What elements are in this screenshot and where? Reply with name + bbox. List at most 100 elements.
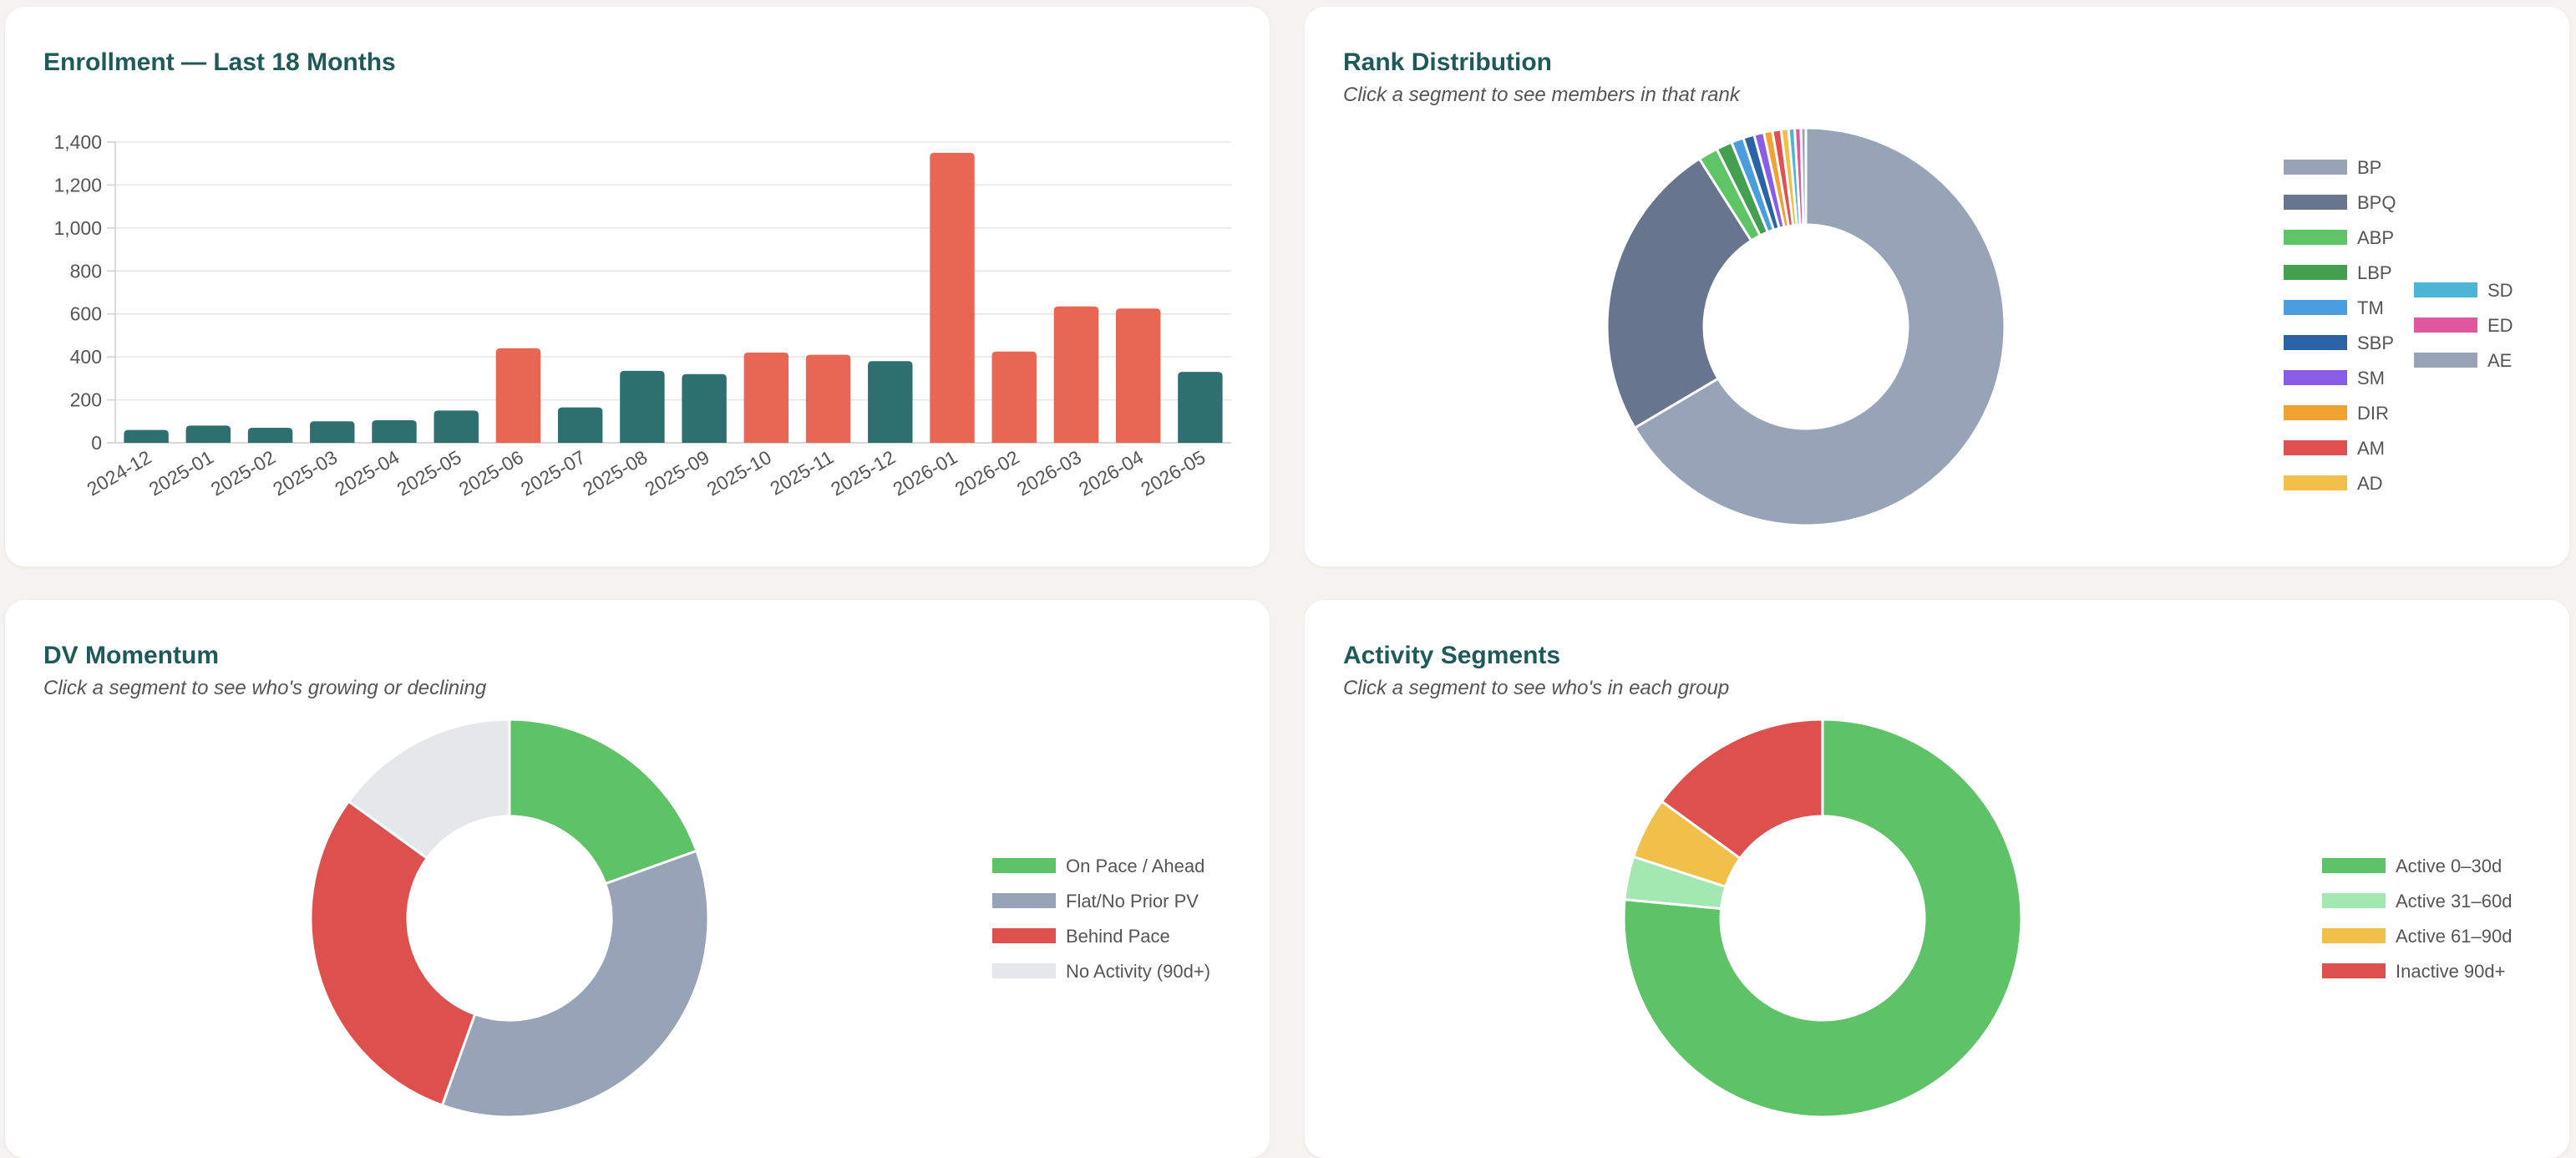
y-tick-label: 1,200 bbox=[53, 174, 102, 196]
rank-legend-swatch bbox=[2284, 335, 2347, 350]
bar-2025-06[interactable] bbox=[495, 348, 541, 443]
rank-legend-swatch bbox=[2284, 160, 2347, 175]
dv-legend-label[interactable]: Flat/No Prior PV bbox=[1066, 891, 1199, 912]
dv-legend-label[interactable]: Behind Pace bbox=[1066, 926, 1170, 947]
activity-legend-swatch bbox=[2322, 893, 2386, 908]
dv-segment-no-activity-90d-[interactable] bbox=[347, 718, 511, 861]
dv-legend-label[interactable]: No Activity (90d+) bbox=[1066, 961, 1210, 982]
dv-donut-chart: On Pace / Ahead Flat/No Prior PV Behind Pa… bbox=[309, 718, 1210, 1119]
rank-donut-chart: BP BPQ ABP LBP TM SBP SM DIR AM AD SD ED AE bbox=[1605, 126, 2513, 527]
y-tick-label: 600 bbox=[70, 303, 102, 325]
bar-2025-07[interactable] bbox=[557, 407, 603, 443]
rank-legend-label[interactable]: AD bbox=[2357, 473, 2383, 494]
bar-2025-09[interactable] bbox=[682, 373, 727, 443]
x-tick-label: 2026-05 bbox=[1137, 446, 1209, 500]
rank-legend-swatch bbox=[2414, 353, 2477, 368]
x-tick-label: 2024-12 bbox=[83, 446, 155, 500]
rank-legend-label[interactable]: SD bbox=[2487, 280, 2513, 301]
dv-title: DV Momentum bbox=[43, 642, 219, 669]
activity-subtitle: Click a segment to see who's in each gro… bbox=[1343, 677, 1730, 699]
rank-legend-swatch bbox=[2414, 317, 2477, 333]
rank-legend-label[interactable]: ABP bbox=[2357, 227, 2394, 248]
rank-legend-swatch bbox=[2284, 230, 2347, 245]
rank-legend-label[interactable]: AM bbox=[2357, 438, 2385, 459]
x-tick-label: 2025-06 bbox=[455, 446, 527, 500]
x-tick-label: 2025-10 bbox=[703, 446, 775, 500]
rank-legend-label[interactable]: BPQ bbox=[2357, 192, 2396, 213]
rank-legend-label[interactable]: SM bbox=[2357, 368, 2385, 389]
x-tick-label: 2025-09 bbox=[641, 446, 712, 500]
rank-legend-label[interactable]: TM bbox=[2357, 297, 2384, 318]
rank-segment-ae[interactable] bbox=[1799, 126, 1808, 226]
bar-2026-05[interactable] bbox=[1178, 372, 1223, 443]
rank-legend-swatch bbox=[2414, 282, 2477, 297]
activity-title: Activity Segments bbox=[1343, 642, 1561, 669]
bar-2026-03[interactable] bbox=[1053, 306, 1099, 443]
activity-legend-swatch bbox=[2322, 928, 2386, 943]
rank-segment-bpq[interactable] bbox=[1605, 156, 1753, 430]
dv-legend-swatch bbox=[992, 963, 1056, 978]
activity-legend-swatch bbox=[2322, 963, 2386, 978]
activity-legend-label[interactable]: Active 0–30d bbox=[2396, 856, 2502, 876]
activity-segment-inactive-90d-[interactable] bbox=[1660, 718, 1824, 861]
activity-segment-active-0-30d[interactable] bbox=[1622, 718, 2023, 1119]
rank-legend-swatch bbox=[2284, 195, 2347, 210]
bar-2025-05[interactable] bbox=[434, 410, 479, 443]
y-tick-label: 800 bbox=[70, 260, 102, 282]
rank-legend-label[interactable]: ED bbox=[2487, 315, 2513, 336]
activity-legend-label[interactable]: Inactive 90d+ bbox=[2396, 961, 2505, 982]
activity-legend-label[interactable]: Active 31–60d bbox=[2396, 891, 2512, 912]
y-tick-label: 200 bbox=[70, 389, 102, 411]
enrollment-title: Enrollment — Last 18 Months bbox=[43, 48, 396, 76]
x-tick-label: 2025-01 bbox=[145, 446, 217, 500]
rank-legend-swatch bbox=[2284, 475, 2347, 490]
y-tick-label: 1,000 bbox=[53, 217, 102, 239]
bar-2025-03[interactable] bbox=[310, 421, 355, 443]
dv-legend-label[interactable]: On Pace / Ahead bbox=[1066, 856, 1204, 876]
rank-subtitle: Click a segment to see members in that r… bbox=[1343, 84, 1740, 106]
rank-legend-label[interactable]: DIR bbox=[2357, 403, 2389, 424]
rank-segment-bp[interactable] bbox=[1633, 126, 2006, 527]
bar-2026-04[interactable] bbox=[1115, 308, 1161, 443]
rank-legend-label[interactable]: AE bbox=[2487, 350, 2512, 371]
rank-legend-label[interactable]: SBP bbox=[2357, 333, 2394, 353]
bar-2025-10[interactable] bbox=[743, 353, 789, 443]
bar-2025-12[interactable] bbox=[868, 361, 913, 443]
enrollment-card: Enrollment — Last 18 Months 0 200 400 600 80… bbox=[5, 7, 1270, 566]
bar-2025-02[interactable] bbox=[247, 428, 293, 443]
dv-subtitle: Click a segment to see who's growing or … bbox=[43, 677, 487, 699]
activity-legend-label[interactable]: Active 61–90d bbox=[2396, 926, 2512, 947]
bar-2025-04[interactable] bbox=[372, 420, 417, 443]
y-tick-label: 0 bbox=[91, 432, 102, 454]
dv-momentum-card: DV Momentum Click a segment to see who's… bbox=[5, 600, 1270, 1158]
dv-legend-swatch bbox=[992, 858, 1056, 873]
x-tick-label: 2025-07 bbox=[517, 446, 589, 500]
dv-segment-on-pace-ahead[interactable] bbox=[508, 718, 698, 886]
bar-2024-12[interactable] bbox=[124, 429, 169, 443]
rank-legend-label[interactable]: LBP bbox=[2357, 262, 2392, 283]
x-tick-label: 2026-04 bbox=[1075, 446, 1147, 500]
x-tick-label: 2025-12 bbox=[827, 446, 899, 500]
x-tick-label: 2026-02 bbox=[951, 446, 1023, 500]
bar-2026-01[interactable] bbox=[930, 152, 975, 443]
rank-legend-swatch bbox=[2284, 370, 2347, 385]
activity-donut-chart: Active 0–30d Active 31–60d Active 61–90d In… bbox=[1622, 718, 2512, 1119]
bar-2026-02[interactable] bbox=[991, 351, 1037, 443]
bar-2025-01[interactable] bbox=[185, 425, 231, 443]
x-tick-label: 2026-03 bbox=[1013, 446, 1085, 500]
rank-legend-label[interactable]: BP bbox=[2357, 157, 2381, 178]
activity-legend-swatch bbox=[2322, 858, 2386, 873]
y-tick-label: 1,400 bbox=[53, 131, 102, 153]
x-tick-label: 2025-03 bbox=[269, 446, 341, 500]
x-tick-label: 2025-11 bbox=[766, 446, 837, 500]
dv-segment-flat-no-prior-pv[interactable] bbox=[440, 849, 710, 1119]
activity-segments-card: Activity Segments Click a segment to see… bbox=[1305, 600, 2569, 1158]
bar-2025-08[interactable] bbox=[620, 370, 665, 443]
x-tick-label: 2025-02 bbox=[207, 446, 279, 500]
dv-segment-behind-pace[interactable] bbox=[309, 800, 477, 1107]
x-tick-label: 2025-05 bbox=[393, 446, 465, 500]
bar-2025-11[interactable] bbox=[805, 354, 851, 443]
x-tick-label: 2025-04 bbox=[331, 446, 403, 500]
y-tick-label: 400 bbox=[70, 346, 102, 368]
x-tick-label: 2026-01 bbox=[889, 446, 961, 500]
